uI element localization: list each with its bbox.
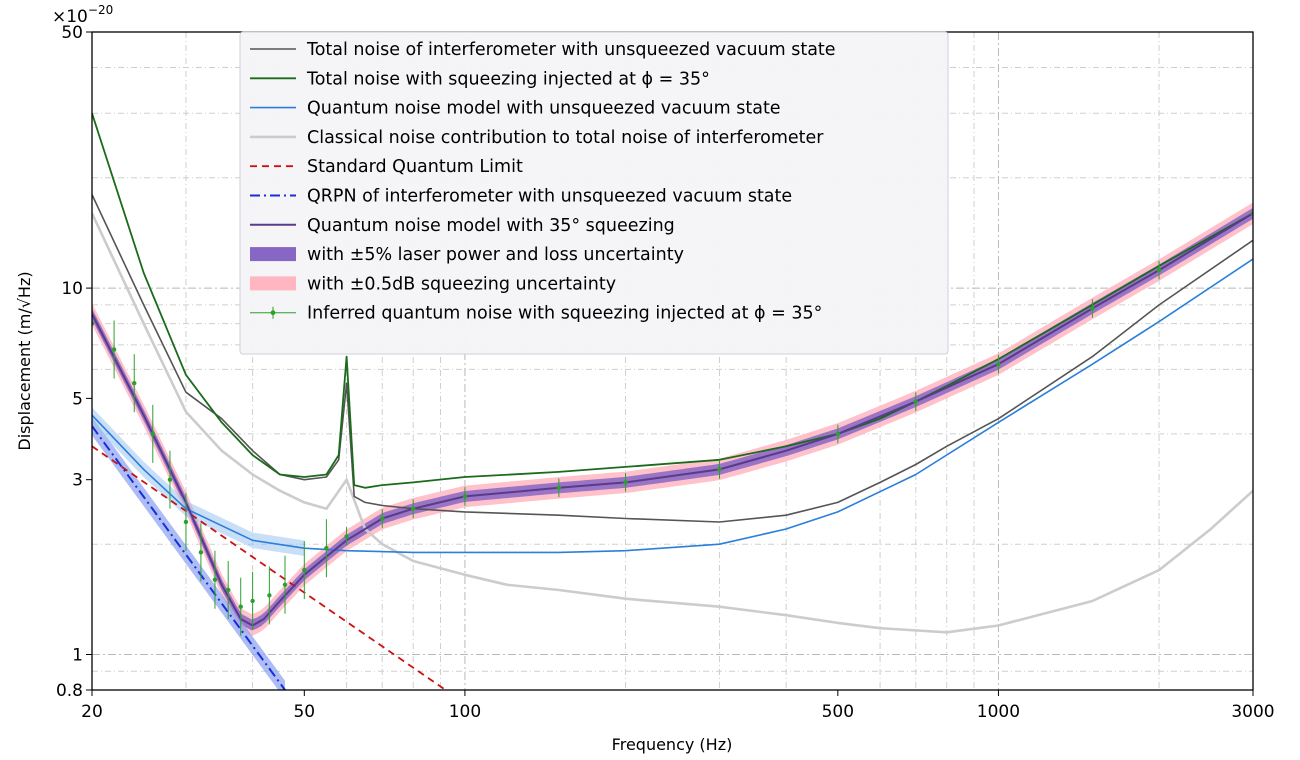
inferred-point bbox=[380, 516, 385, 521]
inferred-point bbox=[150, 431, 155, 437]
y-tick-label: 5 bbox=[72, 389, 83, 409]
inferred-point bbox=[225, 587, 231, 593]
legend-entry-qn-sq: Quantum noise model with 35° squeezing bbox=[250, 216, 675, 236]
series-line-classical bbox=[92, 212, 1253, 634]
quantum-noise-uncertainty-band bbox=[92, 407, 305, 556]
legend-label: Standard Quantum Limit bbox=[307, 157, 523, 177]
inferred-point bbox=[198, 550, 204, 555]
y-axis-label: Displacement (m/√Hz) bbox=[15, 271, 34, 450]
x-tick-label: 3000 bbox=[1231, 702, 1274, 722]
inferred-point bbox=[111, 347, 117, 352]
legend-label: with ±0.5dB squeezing uncertainty bbox=[307, 274, 616, 294]
inferred-point bbox=[183, 519, 189, 525]
legend-entry-inferred: Inferred quantum noise with squeezing in… bbox=[250, 304, 822, 324]
inferred-point bbox=[1156, 267, 1162, 273]
legend-label: QRPN of interferometer with unsqueezed v… bbox=[307, 187, 792, 207]
inferred-point bbox=[324, 546, 329, 551]
x-tick-label: 100 bbox=[449, 702, 481, 722]
series-line-qrpn bbox=[92, 425, 286, 690]
inferred-point bbox=[250, 598, 255, 604]
y-axis-multiplier: ×10−20 bbox=[52, 3, 113, 27]
legend-label: Total noise of interferometer with unsqu… bbox=[306, 40, 836, 60]
legend-entry-band-laser: with ±5% laser power and loss uncertaint… bbox=[250, 245, 684, 265]
legend-swatch-point bbox=[270, 310, 276, 316]
inferred-point bbox=[212, 577, 218, 582]
y-multiplier-base: ×10 bbox=[52, 7, 88, 27]
legend-label: Inferred quantum noise with squeezing in… bbox=[307, 304, 822, 324]
legend-swatch bbox=[250, 276, 296, 291]
series-line-qn-sq bbox=[92, 212, 1253, 627]
qrpn-uncertainty-band bbox=[92, 416, 285, 690]
legend-entry-band-sqz: with ±0.5dB squeezing uncertainty bbox=[250, 274, 616, 294]
inferred-point bbox=[623, 480, 628, 485]
inferred-point bbox=[267, 593, 272, 598]
legend-entry-sql: Standard Quantum Limit bbox=[250, 157, 523, 177]
inferred-point bbox=[302, 567, 307, 573]
y-tick-label: 10 bbox=[61, 279, 83, 299]
legend-entry-classical: Classical noise contribution to total no… bbox=[250, 128, 824, 148]
legend-label: Quantum noise model with 35° squeezing bbox=[307, 216, 675, 236]
inferred-point bbox=[238, 604, 243, 609]
legend-entry-total-sq: Total noise with squeezing injected at ϕ… bbox=[250, 69, 710, 89]
y-tick-label: 0.8 bbox=[56, 681, 83, 701]
inferred-errorbars bbox=[92, 204, 1253, 636]
series-line-qn-unsq bbox=[92, 258, 1253, 554]
x-axis-label: Frequency (Hz) bbox=[612, 735, 733, 754]
legend-swatch bbox=[250, 247, 296, 262]
legend-label: with ±5% laser power and loss uncertaint… bbox=[307, 245, 684, 265]
inferred-point bbox=[556, 485, 562, 491]
x-tick-label: 20 bbox=[81, 702, 103, 722]
legend-label: Classical noise contribution to total no… bbox=[307, 128, 824, 148]
legend-box bbox=[239, 31, 949, 355]
inferred-point bbox=[344, 534, 349, 539]
x-tick-label: 1000 bbox=[977, 702, 1020, 722]
inferred-point bbox=[835, 431, 841, 437]
inferred-point bbox=[132, 381, 137, 386]
y-axis-ticks: 0.8 1 3 5 10 50 bbox=[56, 23, 92, 701]
y-tick-label: 50 bbox=[61, 23, 83, 43]
y-tick-label: 1 bbox=[72, 645, 83, 665]
inferred-point bbox=[411, 506, 416, 511]
legend-entry-qrpn: QRPN of interferometer with unsqueezed v… bbox=[250, 187, 792, 207]
inferred-point bbox=[1090, 306, 1095, 311]
legend-label: Total noise with squeezing injected at ϕ… bbox=[306, 69, 710, 89]
inferred-point bbox=[913, 399, 918, 404]
legend: Total noise of interferometer with unsqu… bbox=[239, 31, 949, 355]
y-multiplier-exponent: −20 bbox=[88, 3, 113, 17]
x-tick-label: 50 bbox=[293, 702, 315, 722]
inferred-point bbox=[282, 582, 288, 587]
inferred-point bbox=[996, 361, 1001, 367]
legend-entry-qn-unsq: Quantum noise model with unsqueezed vacu… bbox=[250, 99, 781, 119]
y-tick-label: 3 bbox=[72, 471, 83, 491]
inferred-point bbox=[462, 494, 468, 499]
inferred-point bbox=[167, 477, 173, 482]
x-tick-label: 500 bbox=[822, 702, 854, 722]
inferred-point bbox=[717, 467, 722, 472]
legend-label: Quantum noise model with unsqueezed vacu… bbox=[307, 99, 781, 119]
legend-entry-total-unsq: Total noise of interferometer with unsqu… bbox=[250, 40, 836, 60]
x-axis-ticks: 20 50 100 500 1000 3000 bbox=[81, 690, 1275, 722]
